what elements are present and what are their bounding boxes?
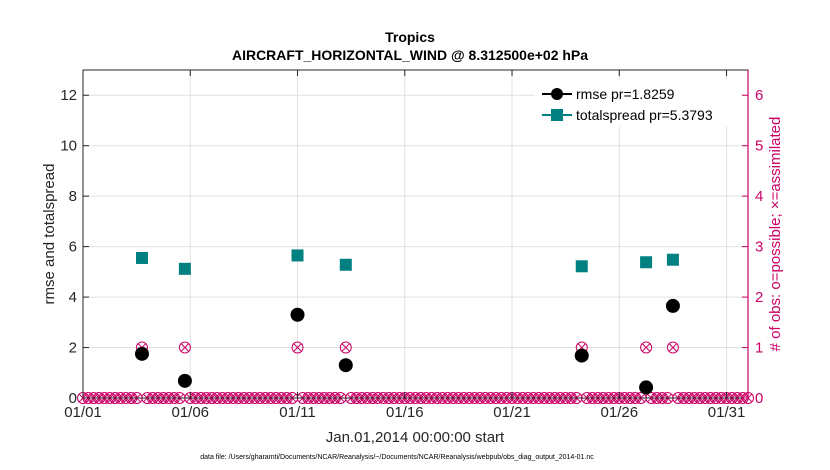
obs-possible-marker <box>339 341 352 354</box>
y2-tick-label: 3 <box>755 239 763 256</box>
y-tick-label: 0 <box>69 390 77 407</box>
chart-subtitle: AIRCRAFT_HORIZONTAL_WIND @ 8.312500e+02 … <box>232 47 588 63</box>
y2-tick-label: 2 <box>755 289 763 306</box>
y-axis-label: rmse and totalspread <box>41 164 58 305</box>
totalspread-point <box>575 260 588 273</box>
obs-assimilated-stroke <box>668 343 678 352</box>
x-tick-label: 01/01 <box>64 404 102 421</box>
rmse-point <box>338 358 353 373</box>
legend-totalspread-label: totalspread pr=5.3793 <box>576 107 713 123</box>
y2-tick-label: 0 <box>755 390 763 407</box>
legend-box <box>534 79 742 127</box>
obs-assimilated-marker <box>180 343 190 352</box>
axes: 01/01 01/06 01/11 01/16 01/21 01/26 01/31 0 2 4 6 8… <box>60 70 763 421</box>
totalspread-point <box>339 258 352 271</box>
y2-tick-label: 5 <box>755 138 763 155</box>
y2-tick-label: 6 <box>755 87 763 104</box>
data-file-footer: data file: /Users/gharamti/Documents/NCA… <box>200 454 594 461</box>
legend: rmse pr=1.8259 totalspread pr=5.3793 <box>534 79 742 127</box>
totalspread-point <box>178 262 191 275</box>
obs-possible-marker <box>640 341 653 354</box>
x-tick-label: 01/26 <box>601 404 639 421</box>
obs-assimilated-marker <box>641 343 651 352</box>
obs-assimilated-marker <box>668 343 678 352</box>
x-tick-label: 01/06 <box>171 404 209 421</box>
y2-tick-label: 4 <box>755 188 763 205</box>
y-tick-label: 2 <box>69 340 77 357</box>
rmse-point <box>290 307 305 322</box>
obs-assimilated-marker <box>293 343 302 352</box>
x-tick-label: 01/11 <box>279 404 315 421</box>
chart-title: Tropics <box>385 29 435 45</box>
obs-assimilated-stroke <box>180 343 190 352</box>
data-series <box>134 249 680 395</box>
x-axis-label: Jan.01,2014 00:00:00 start <box>326 429 505 446</box>
obs-possible-marker <box>178 341 191 354</box>
rmse-point <box>665 298 680 313</box>
rmse-point <box>574 348 589 363</box>
y-tick-label: 6 <box>69 239 77 256</box>
y-tick-label: 8 <box>69 188 77 205</box>
y2-tick-label: 1 <box>755 340 763 357</box>
y-tick-label: 10 <box>60 138 77 155</box>
totalspread-point <box>291 249 304 262</box>
obs-assimilated-stroke <box>341 343 351 352</box>
y2-axis-label: # of obs: o=possible; ×=assimilated <box>767 117 784 352</box>
obs-possible-marker <box>666 341 679 354</box>
rmse-point <box>134 346 149 361</box>
x-tick-label: 01/21 <box>493 404 531 421</box>
totalspread-point <box>666 253 679 266</box>
obs-assimilated-stroke <box>641 343 651 352</box>
obs-assimilated-stroke <box>293 343 302 352</box>
legend-totalspread-marker <box>551 109 563 121</box>
x-tick-label: 01/31 <box>708 404 746 421</box>
y-tick-label: 4 <box>69 289 77 306</box>
legend-rmse-marker <box>551 88 563 100</box>
x-tick-label: 01/16 <box>386 404 424 421</box>
obs-possible-marker <box>291 341 304 354</box>
totalspread-point <box>640 256 653 269</box>
totalspread-point <box>135 251 148 264</box>
obs-assimilated-marker <box>341 343 351 352</box>
y-tick-label: 12 <box>60 87 77 104</box>
rmse-point <box>639 380 654 395</box>
legend-rmse-label: rmse pr=1.8259 <box>576 86 675 102</box>
rmse-point <box>177 373 192 388</box>
